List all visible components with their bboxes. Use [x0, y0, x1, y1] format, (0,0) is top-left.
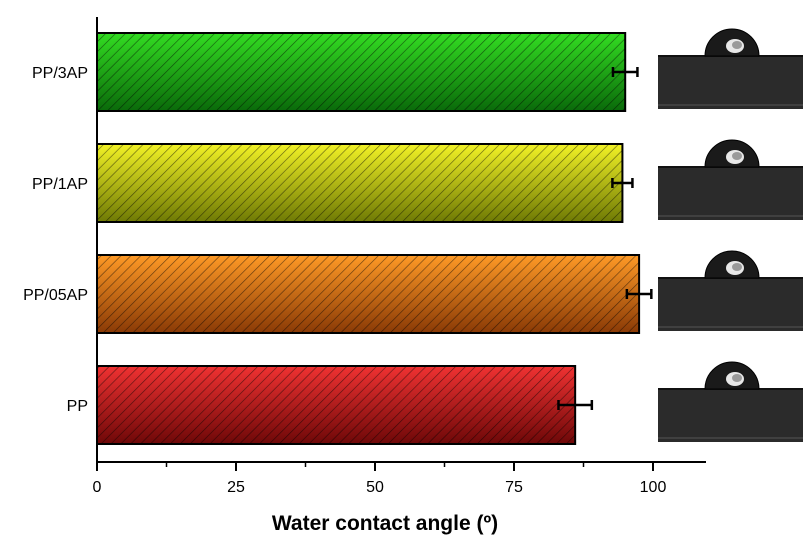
bars-group	[96, 32, 641, 445]
x-tick-label: 50	[366, 479, 384, 496]
x-tick-label: 0	[93, 479, 102, 496]
x-ticks-group: 0 25 50 75 100	[93, 462, 667, 496]
bar-outline	[96, 365, 577, 445]
bar-outline	[96, 32, 627, 112]
droplet-photo	[658, 18, 803, 109]
x-tick-label: 25	[227, 479, 245, 496]
category-label: PP/05AP	[23, 287, 88, 304]
x-axis-title: Water contact angle (º)	[272, 512, 498, 535]
bar-outline	[96, 254, 641, 334]
droplet-photos-group	[658, 18, 803, 442]
droplet-photo	[658, 129, 803, 220]
x-tick-label: 75	[505, 479, 523, 496]
droplet-photo	[658, 351, 803, 442]
category-labels-group: PP/3AP PP/1AP PP/05AP PP	[23, 65, 88, 415]
category-label: PP	[67, 398, 88, 415]
x-axis-group	[96, 17, 706, 463]
category-label: PP/1AP	[32, 176, 88, 193]
droplet-photo	[658, 240, 803, 331]
error-bars-group	[557, 67, 653, 410]
bar-outline	[96, 143, 624, 223]
x-tick-label: 100	[640, 479, 667, 496]
category-label: PP/3AP	[32, 65, 88, 82]
